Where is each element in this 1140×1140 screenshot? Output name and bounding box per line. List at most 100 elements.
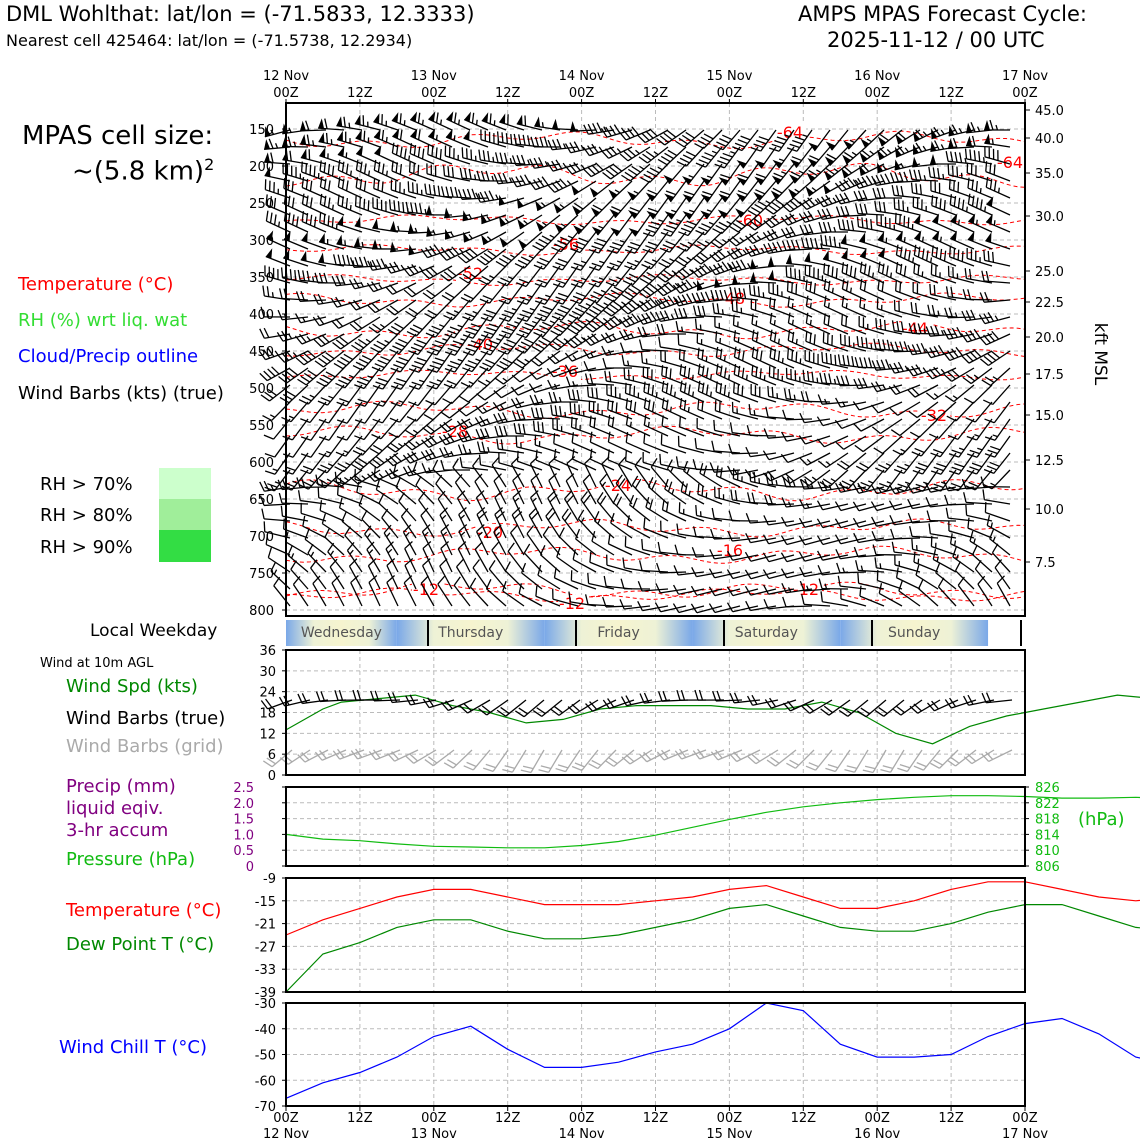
upper-wind-barb — [354, 195, 381, 216]
barb-flag — [679, 242, 690, 249]
upper-wind-barb — [860, 129, 885, 149]
barb-half — [882, 165, 887, 171]
upper-wind-barb — [552, 248, 579, 271]
barb-flag — [789, 199, 799, 208]
legend-rh: RH (%) wrt liq. wat — [18, 310, 188, 331]
barb-flag — [629, 384, 631, 395]
barb-flag — [487, 250, 497, 258]
upper-wind-barb — [799, 197, 831, 211]
barb-flag — [881, 187, 886, 199]
barb-flag — [268, 138, 274, 149]
barb-flag — [685, 151, 696, 157]
barb-flag — [532, 244, 543, 252]
barb-half — [619, 239, 626, 243]
barb-half — [541, 221, 547, 226]
barb-pennant — [336, 234, 343, 246]
barb-flag — [437, 185, 441, 197]
upper-wind-barb — [428, 111, 453, 131]
barb-flag — [663, 269, 674, 278]
barb-flag — [612, 242, 623, 247]
barb-half — [976, 126, 981, 132]
barb-flag — [573, 202, 584, 210]
barb-pennant — [824, 156, 834, 166]
barb-flag — [699, 265, 708, 274]
barb-flag — [551, 182, 560, 191]
upper-wind-barb — [805, 180, 831, 197]
barb-flag — [872, 187, 877, 199]
barb-flag — [729, 225, 739, 233]
barb-flag — [781, 240, 787, 251]
barb-flag — [750, 206, 761, 214]
barb-flag — [518, 278, 530, 284]
isotherm-line — [285, 214, 1025, 226]
barb-pennant — [319, 147, 326, 158]
barb-flag — [847, 177, 855, 187]
barb-flag — [875, 174, 882, 185]
barb-pennant — [843, 140, 853, 150]
barb-flag — [280, 267, 284, 278]
barb-flag — [337, 194, 340, 206]
barb-half — [348, 122, 351, 128]
barb-flag — [695, 229, 706, 236]
barb-flag — [656, 137, 666, 146]
barb-half — [827, 302, 830, 309]
barb-pennant — [804, 251, 811, 263]
barb-half — [791, 303, 794, 309]
barb-shaft — [669, 180, 687, 203]
barb-pennant — [736, 159, 747, 169]
upper-wind-barb — [945, 150, 975, 165]
barb-flag — [650, 221, 662, 226]
barb-flag — [469, 248, 478, 257]
upper-wind-barb — [823, 180, 849, 195]
barb-flag — [637, 134, 646, 144]
upper-wind-barb — [510, 174, 543, 188]
barb-flag — [341, 161, 345, 173]
isotherm-label-bg — [551, 363, 581, 380]
barb-flag — [726, 250, 735, 260]
temperature-label: Temperature (°C) — [66, 900, 222, 921]
barb-flag — [343, 116, 346, 128]
barb-half — [778, 158, 785, 162]
barb-half — [816, 377, 819, 383]
barb-pennant — [842, 154, 851, 164]
barb-half — [723, 355, 726, 362]
upper-wind-barb — [986, 196, 1011, 216]
barb-half — [795, 338, 798, 345]
barb-flag — [440, 273, 450, 282]
barb-pennant — [628, 227, 639, 237]
barb-flag — [985, 176, 989, 188]
barb-flag — [795, 351, 798, 363]
barb-flag — [273, 214, 277, 225]
barb-flag — [496, 131, 500, 142]
upper-wind-barb — [682, 197, 705, 220]
upper-wind-barb — [856, 216, 885, 233]
upper-wind-barb — [642, 231, 669, 254]
barb-flag — [799, 225, 805, 236]
barb-flag — [897, 131, 907, 140]
upper-wind-barb — [950, 213, 975, 233]
barb-flag — [421, 148, 425, 160]
barb-flag — [861, 176, 869, 187]
barb-flag — [817, 209, 823, 220]
barb-flag — [835, 268, 838, 279]
upper-wind-barb — [854, 203, 885, 216]
barb-shaft — [482, 231, 507, 246]
barb-flag — [798, 269, 801, 281]
barb-flag — [931, 245, 934, 256]
barb-flag — [575, 418, 577, 429]
barb-flag — [696, 240, 707, 248]
barb-flag — [989, 119, 994, 131]
barb-flag — [731, 300, 734, 311]
barb-flag — [265, 194, 268, 205]
upper-wind-barb — [912, 129, 939, 143]
upper-wind-barb — [808, 129, 831, 152]
barb-flag — [623, 151, 633, 159]
upper-wind-barb — [498, 214, 525, 227]
barb-flag — [883, 319, 887, 331]
barb-flag — [551, 160, 558, 171]
upper-wind-barb — [348, 278, 381, 290]
barb-flag — [270, 152, 274, 163]
barb-flag — [282, 518, 285, 529]
barb-shaft — [985, 221, 1011, 233]
barb-flag — [363, 256, 369, 267]
